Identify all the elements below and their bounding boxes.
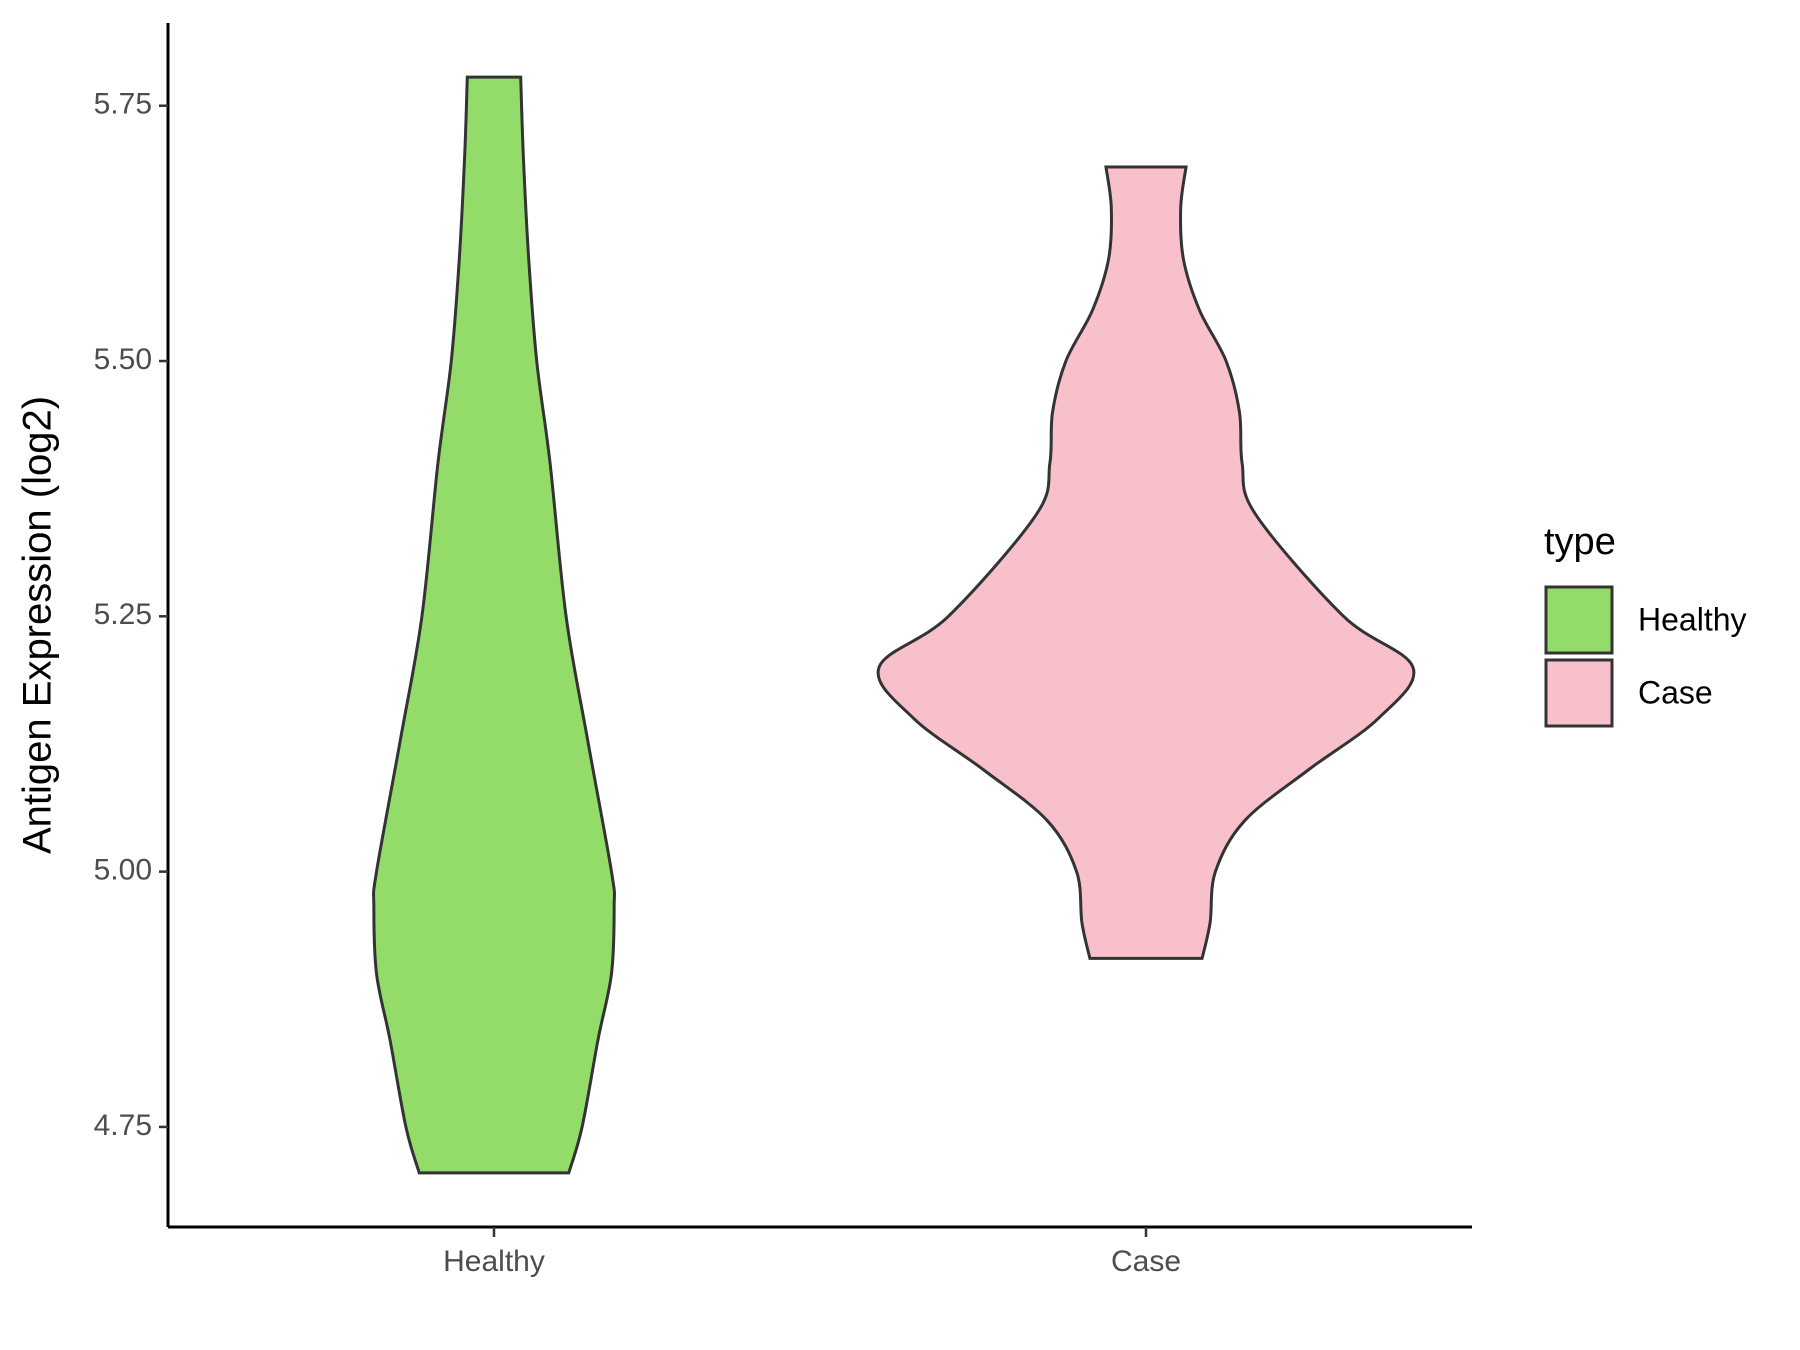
y-tick-label: 5.75 xyxy=(94,88,152,121)
legend-label: Healthy xyxy=(1638,601,1747,637)
legend-key xyxy=(1544,658,1614,728)
y-tick-label: 4.75 xyxy=(94,1109,152,1142)
violin xyxy=(876,165,1416,960)
y-axis-title: Antigen Expression (log2) xyxy=(16,396,60,854)
y-tick-label: 5.25 xyxy=(94,598,152,631)
legend-label: Case xyxy=(1638,674,1713,710)
x-tick-label: Healthy xyxy=(443,1245,545,1278)
violin xyxy=(372,75,616,1175)
y-tick-label: 5.50 xyxy=(94,343,152,376)
x-tick-label: Case xyxy=(1111,1245,1181,1278)
legend-title: type xyxy=(1544,521,1616,563)
y-tick-label: 5.00 xyxy=(94,854,152,887)
legend-key xyxy=(1544,585,1614,655)
